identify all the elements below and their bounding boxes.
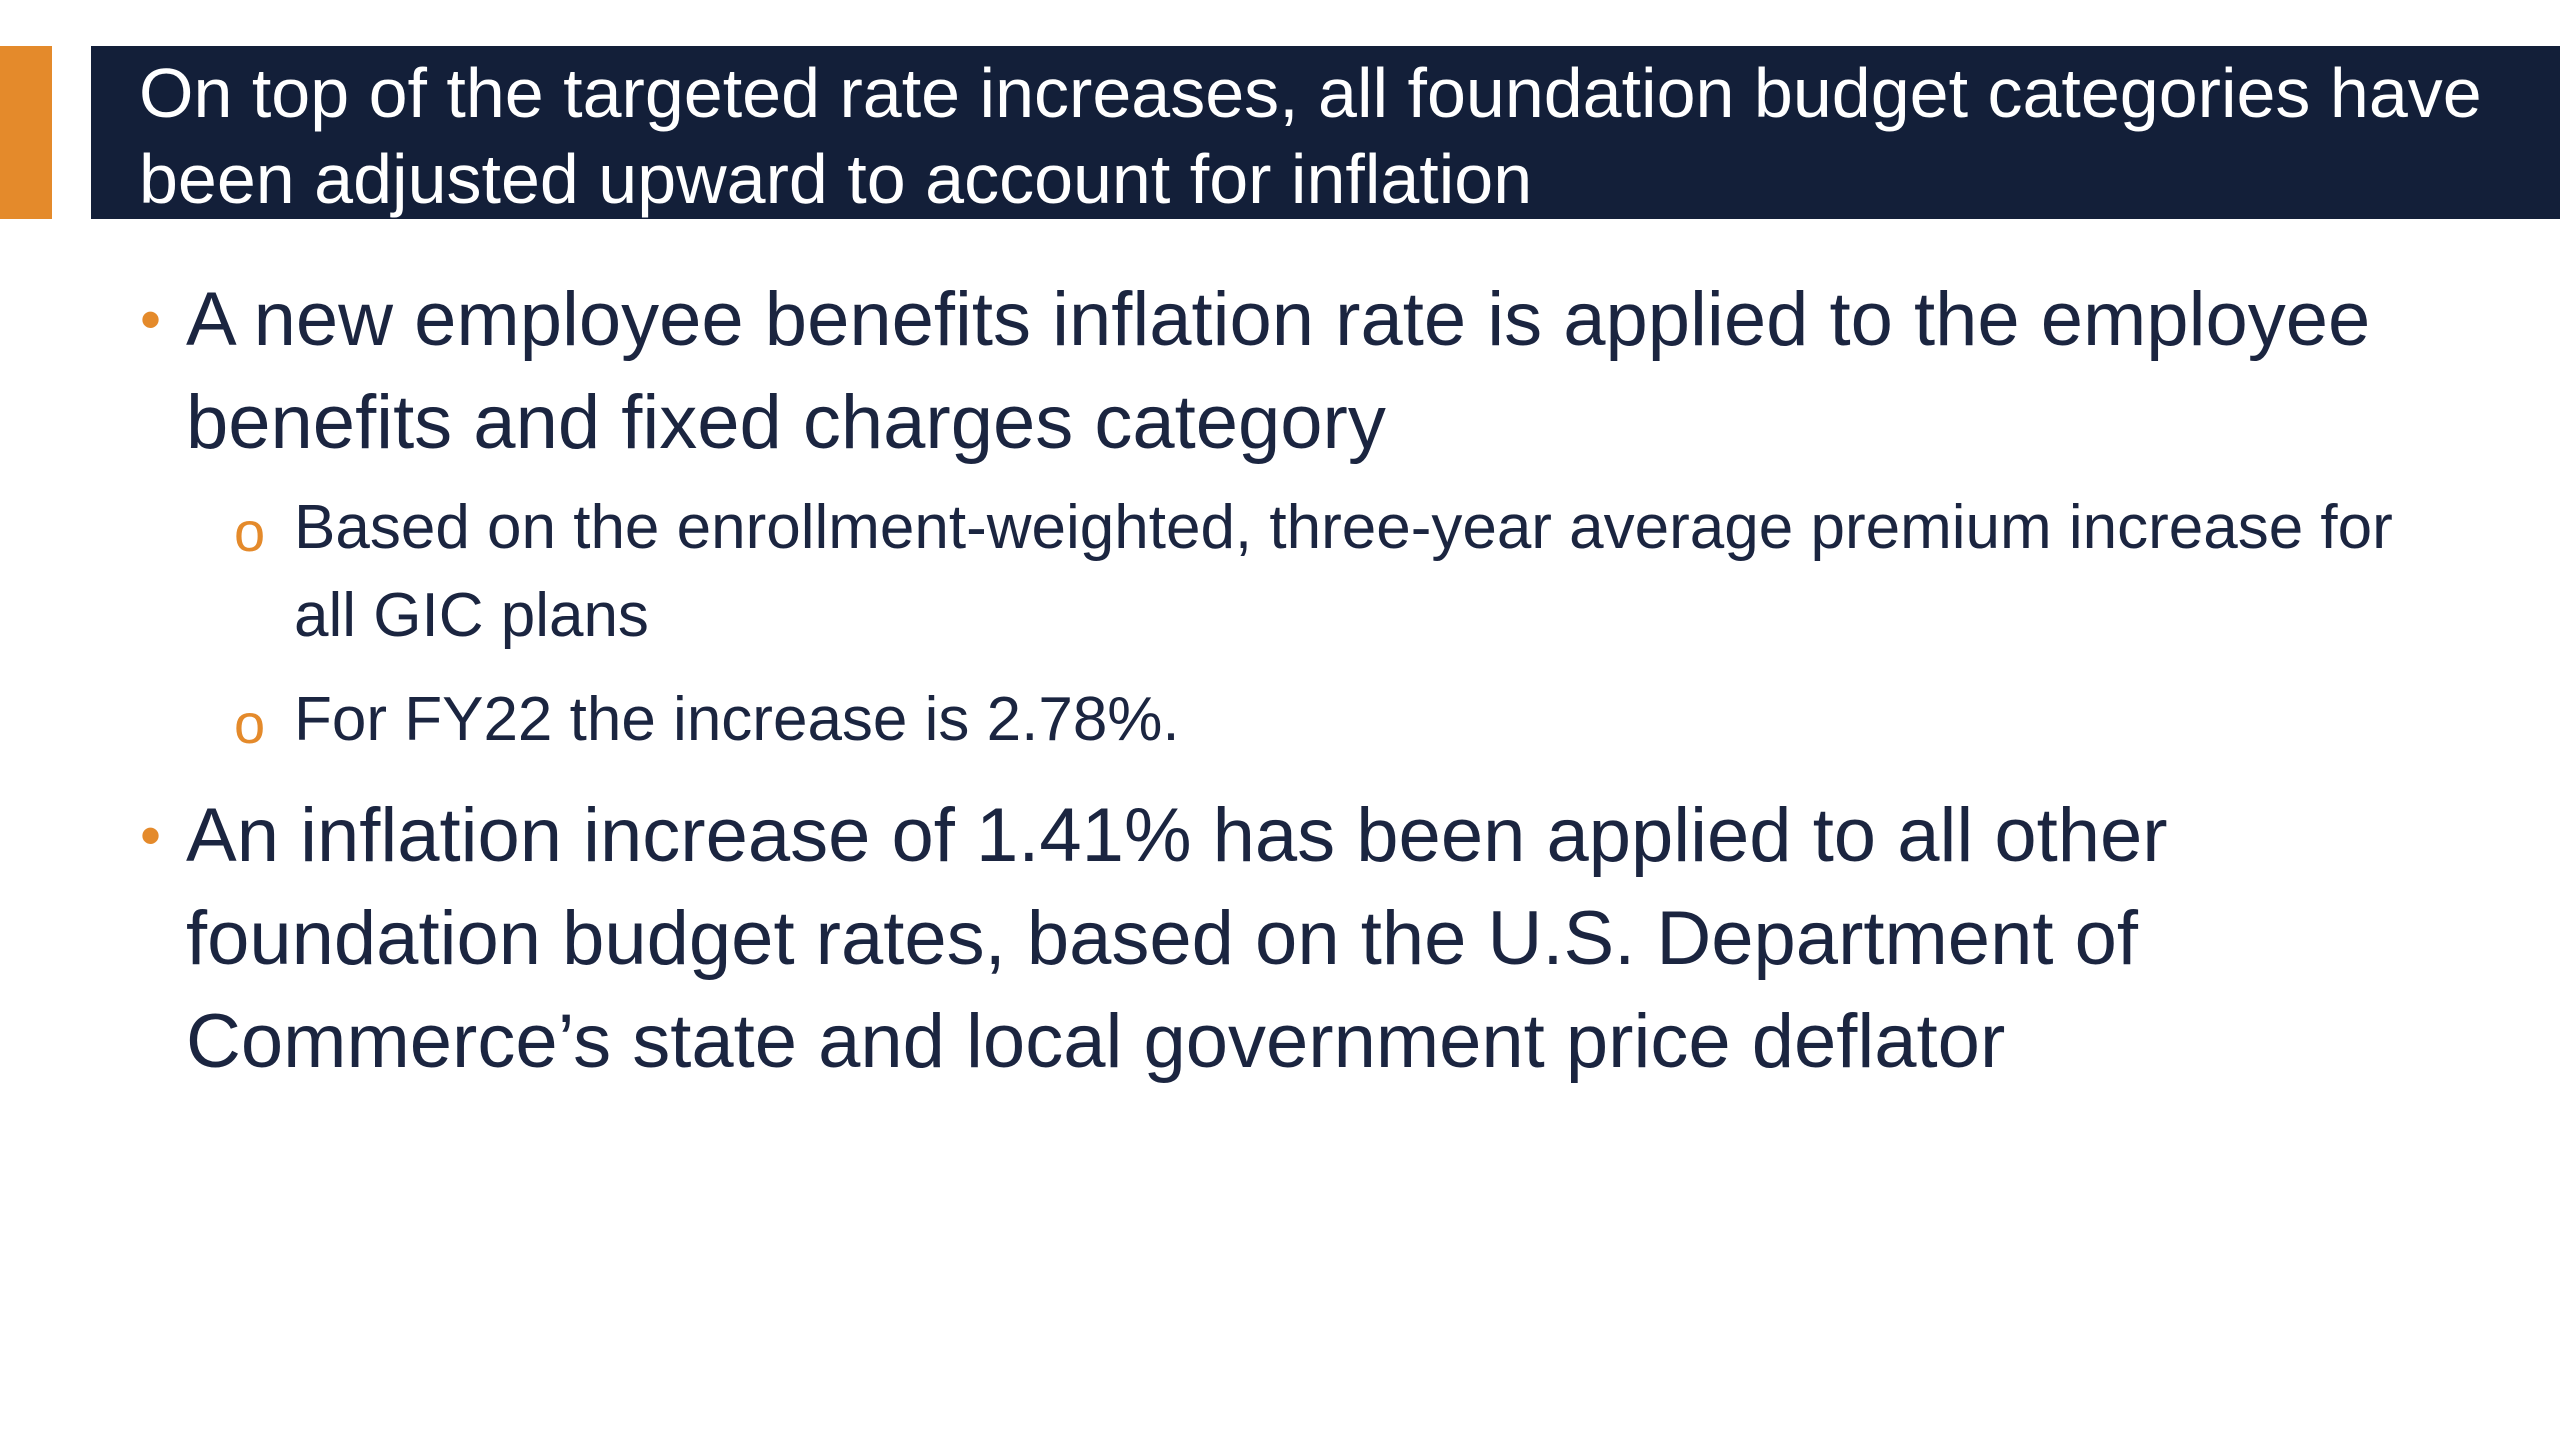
sub-bullet: Based on the enrollment-weighted, three-… [140, 484, 2440, 660]
slide-title: On top of the targeted rate increases, a… [139, 54, 2482, 218]
sub-bullet-list: Based on the enrollment-weighted, three-… [140, 484, 2440, 768]
title-bar: On top of the targeted rate increases, a… [91, 46, 2560, 219]
bullet: An inflation increase of 1.41% has been … [140, 784, 2440, 1093]
sub-bullet: For FY22 the increase is 2.78%. [140, 676, 2440, 768]
bullet: A new employee benefits inflation rate i… [140, 268, 2440, 474]
accent-bar [0, 46, 52, 219]
bullet-list: A new employee benefits inflation rate i… [140, 268, 2440, 1103]
